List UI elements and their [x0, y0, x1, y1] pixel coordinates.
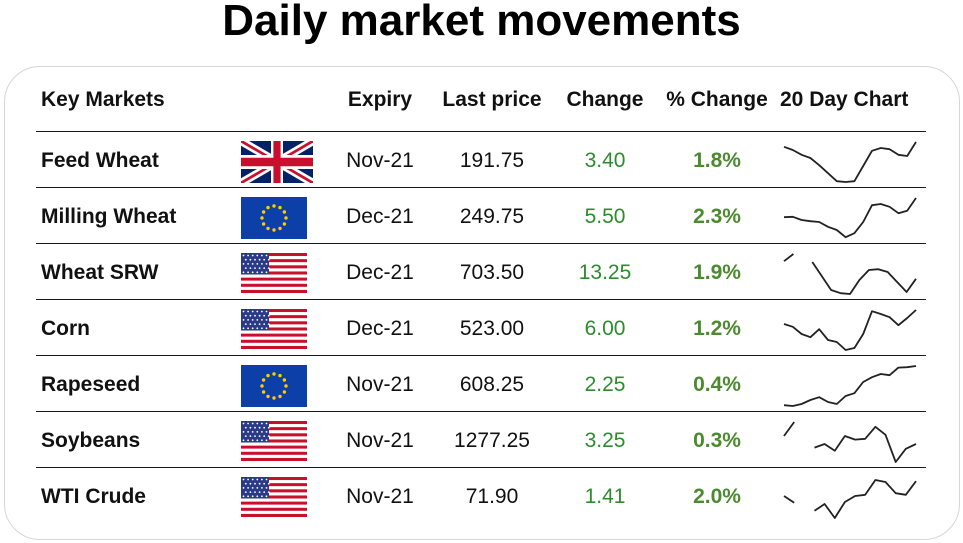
- market-name: Corn: [41, 317, 90, 340]
- pct-change-value: 1.9%: [693, 261, 741, 284]
- last-price-value: 191.75: [459, 149, 525, 172]
- pct-change-value: 1.8%: [693, 149, 741, 172]
- pct-change-value: 2.0%: [693, 485, 741, 508]
- row-divider: [36, 243, 926, 244]
- header-20-day-chart: 20 Day Chart: [780, 88, 909, 111]
- sparkline-chart: [780, 137, 920, 187]
- eu-flag-icon: [241, 197, 313, 239]
- last-price-value: 1277.25: [454, 429, 530, 452]
- market-name: Soybeans: [41, 429, 141, 452]
- header-pct-change: % Change: [666, 88, 768, 111]
- row-divider: [36, 187, 926, 188]
- page-title: Daily market movements: [222, 0, 741, 45]
- expiry-value: Dec-21: [346, 205, 414, 228]
- pct-change-value: 0.4%: [693, 373, 741, 396]
- sparkline-series: [783, 141, 917, 183]
- sparkline-chart: [780, 417, 920, 467]
- change-value: 3.25: [584, 429, 626, 452]
- pct-change-value: 0.3%: [693, 429, 741, 452]
- header-last-price: Last price: [442, 88, 542, 111]
- sparkline-series: [783, 197, 917, 239]
- last-price-value: 71.90: [465, 485, 519, 508]
- market-name: WTI Crude: [41, 485, 146, 508]
- eu-flag-icon: [241, 365, 313, 407]
- last-price-value: 249.75: [459, 205, 525, 228]
- change-value: 6.00: [584, 317, 626, 340]
- sparkline-chart: [780, 249, 920, 299]
- header-change: Change: [566, 88, 644, 111]
- sparkline-series: [783, 253, 794, 262]
- market-name: Milling Wheat: [41, 205, 177, 228]
- row-divider: [36, 467, 926, 468]
- expiry-value: Dec-21: [346, 261, 414, 284]
- expiry-value: Dec-21: [346, 317, 414, 340]
- row-divider: [36, 355, 926, 356]
- change-value: 3.40: [584, 149, 626, 172]
- row-divider: [36, 411, 926, 412]
- last-price-value: 608.25: [459, 373, 525, 396]
- us-flag-icon: [241, 309, 313, 351]
- header-expiry: Expiry: [347, 88, 413, 111]
- pct-change-value: 1.2%: [693, 317, 741, 340]
- last-price-value: 703.50: [459, 261, 525, 284]
- last-price-value: 523.00: [459, 317, 525, 340]
- table-card: [4, 66, 960, 540]
- us-flag-icon: [241, 253, 313, 295]
- expiry-value: Nov-21: [346, 149, 414, 172]
- us-flag-icon: [241, 421, 313, 463]
- sparkline-chart: [780, 473, 920, 523]
- sparkline-series: [814, 425, 917, 463]
- sparkline-series: [783, 495, 795, 504]
- change-value: 2.25: [584, 373, 626, 396]
- change-value: 13.25: [578, 261, 632, 284]
- us-flag-icon: [241, 477, 313, 519]
- expiry-value: Nov-21: [346, 485, 414, 508]
- market-name: Wheat SRW: [41, 261, 159, 284]
- pct-change-value: 2.3%: [693, 205, 741, 228]
- uk-flag-icon: [241, 141, 313, 183]
- table-row: Feed Wheat Nov-21 191.75 3.40 1.8%: [0, 133, 963, 189]
- header-key-markets: Key Markets: [41, 88, 165, 111]
- change-value: 1.41: [584, 485, 626, 508]
- sparkline-chart: [780, 193, 920, 243]
- table-row: Rapeseed Nov-21 608.25 2.25 0.4%: [0, 357, 963, 413]
- sparkline-series: [783, 365, 917, 407]
- row-divider: [36, 299, 926, 300]
- change-value: 5.50: [584, 205, 626, 228]
- table-row: Milling Wheat Dec-21 249.75 5.50 2.3%: [0, 189, 963, 245]
- sparkline-series: [811, 261, 917, 295]
- sparkline-series: [813, 479, 917, 519]
- expiry-value: Nov-21: [346, 429, 414, 452]
- table-row: WTI Crude Nov-21 71.90 1.41 2.0%: [0, 469, 963, 525]
- sparkline-series: [783, 421, 795, 437]
- table-row: Wheat SRW Dec-21 703.50 13.25 1.9%: [0, 245, 963, 301]
- table-row: Soybeans Nov-21 1277.25 3.25 0.3%: [0, 413, 963, 469]
- row-divider: [36, 131, 926, 132]
- sparkline-series: [783, 309, 917, 351]
- market-name: Rapeseed: [41, 373, 141, 396]
- expiry-value: Nov-21: [346, 373, 414, 396]
- table-row: Corn Dec-21 523.00 6.00 1.2%: [0, 301, 963, 357]
- market-name: Feed Wheat: [41, 149, 159, 172]
- sparkline-chart: [780, 361, 920, 411]
- sparkline-chart: [780, 305, 920, 355]
